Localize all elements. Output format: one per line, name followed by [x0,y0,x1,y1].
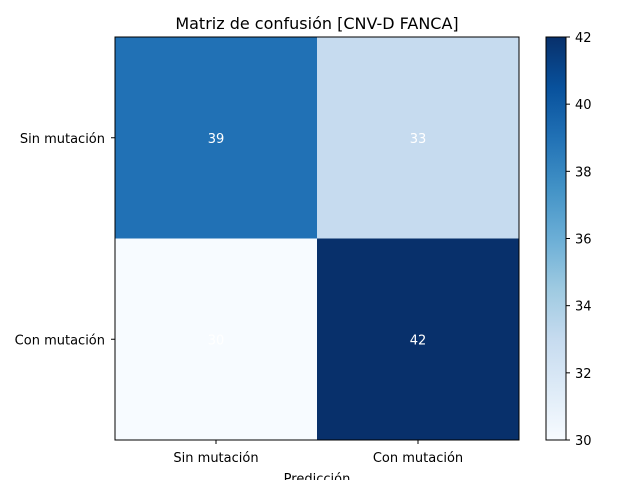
heatmap-cell-labels: 39 33 30 42 [208,132,427,349]
x-tick-label: Con mutación [373,451,463,466]
heatmap-cells [115,37,519,440]
colorbar-tick-label: 42 [575,31,592,46]
heatmap-cell [115,37,317,239]
cell-value-label: 42 [410,333,427,348]
colorbar-tick-label: 32 [575,367,592,382]
y-tick-label: Sin mutación [20,132,105,147]
y-tick-label: Con mutación [15,333,105,348]
x-axis-label: Predicción [284,472,351,480]
heatmap-cell [317,238,519,440]
cell-value-label: 30 [208,333,225,348]
colorbar-tick-label: 38 [575,165,592,180]
colorbar-ticks: 30 32 34 36 38 40 42 [566,31,592,449]
y-axis-ticks: Sin mutación Con mutación [15,132,115,348]
x-tick-label: Sin mutación [173,451,258,466]
heatmap-cell [317,37,519,239]
colorbar [545,36,567,441]
plot-frame [114,36,520,441]
x-axis-ticks: Sin mutación Con mutación [173,440,463,466]
colorbar-tick-label: 40 [575,98,592,113]
heatmap-cell [115,238,317,440]
cell-value-label: 33 [410,132,427,147]
cell-value-label: 39 [208,132,225,147]
colorbar-tick-label: 34 [575,300,592,315]
colorbar-tick-label: 36 [575,233,592,248]
colorbar-tick-label: 30 [575,434,592,449]
chart-title: Matriz de confusión [CNV-D FANCA] [175,14,458,33]
